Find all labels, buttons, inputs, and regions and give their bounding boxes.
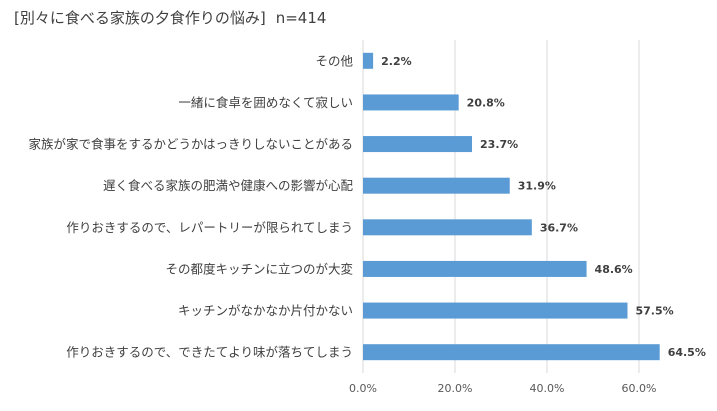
category-label: その他 xyxy=(315,53,353,68)
bar xyxy=(363,52,374,69)
bar xyxy=(363,219,532,236)
category-label: 家族が家で食事をするかどうかはっきりしないことがある xyxy=(28,137,353,152)
x-tick-label: 20.0% xyxy=(438,382,473,395)
category-labels: その他一緒に食卓を囲めなくて寂しい家族が家で食事をするかどうかはっきりしないこと… xyxy=(28,53,353,359)
category-label: 作りおきするので、レパートリーが限られてしまう xyxy=(66,220,353,235)
data-label: 36.7% xyxy=(540,221,578,234)
data-label: 57.5% xyxy=(636,305,674,318)
category-label: 遅く食べる家族の肥満や健康への影響が心配 xyxy=(103,178,354,193)
data-label: 64.5% xyxy=(668,346,706,359)
bar xyxy=(363,260,587,277)
bar xyxy=(363,344,660,361)
data-label: 20.8% xyxy=(467,96,505,109)
category-label: 一緒に食卓を囲めなくて寂しい xyxy=(178,95,353,110)
chart-title: [別々に食べる家族の夕食作りの悩み] n=414 xyxy=(14,7,326,28)
x-tick-label: 0.0% xyxy=(349,382,377,395)
category-label: 作りおきするので、できたてより味が落ちてしまう xyxy=(66,345,353,360)
data-label: 31.9% xyxy=(518,180,556,193)
category-label: その都度キッチンに立つのが大変 xyxy=(165,261,353,276)
bar xyxy=(363,136,473,153)
data-label: 48.6% xyxy=(595,263,633,276)
bars xyxy=(363,52,660,361)
x-axis-ticks: 0.0% 20.0% 40.0% 60.0% xyxy=(349,382,656,395)
grid-lines xyxy=(362,40,640,373)
bar xyxy=(363,94,459,111)
category-label: キッチンがなかなか片付かない xyxy=(178,303,353,318)
sample-size: n=414 xyxy=(275,9,327,27)
data-label: 2.2% xyxy=(381,55,412,68)
chart-title-text: [別々に食べる家族の夕食作りの悩み] xyxy=(14,9,266,27)
bar xyxy=(363,302,628,319)
value-labels: 2.2% 20.8% 23.7% 31.9% 36.7% 48.6% 57.5% 64.5% xyxy=(381,55,706,359)
data-label: 23.7% xyxy=(480,138,518,151)
x-tick-label: 40.0% xyxy=(530,382,565,395)
bar xyxy=(363,177,510,194)
x-tick-label: 60.0% xyxy=(622,382,657,395)
